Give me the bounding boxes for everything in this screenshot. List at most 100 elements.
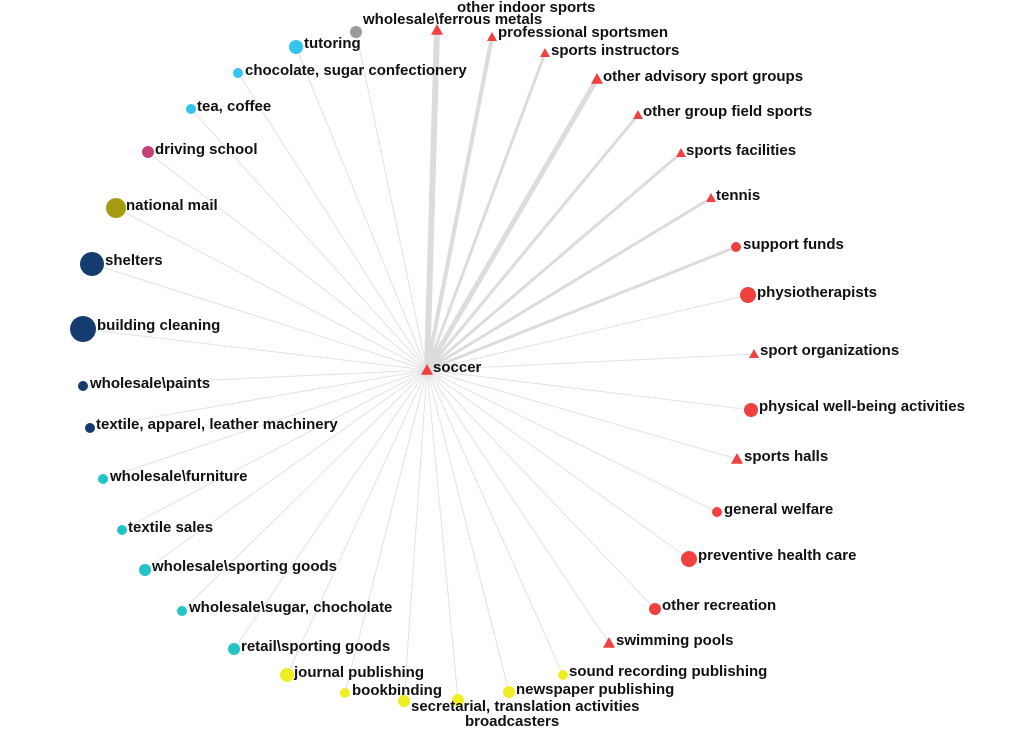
edge [181,369,428,612]
node-label: chocolate, sugar confectionery [245,62,467,79]
edge [425,52,547,371]
node-marker [80,252,104,276]
edge [89,369,428,429]
node-marker [398,695,410,707]
node-marker [503,686,515,698]
node-label: sound recording publishing [569,663,767,680]
node-label: other indoor sports [457,0,595,16]
node-marker [744,403,758,417]
node-marker [487,32,497,41]
edge [147,151,428,371]
edge [355,31,428,371]
node-marker [233,68,243,78]
node-label: sport organizations [760,342,899,359]
edge [426,151,682,372]
node-marker [706,193,716,202]
node-marker [431,24,443,35]
node-marker [558,670,568,680]
node-label: general welfare [724,501,833,518]
node-label: other advisory sport groups [603,68,803,85]
edge [424,29,440,371]
edge [426,369,510,693]
node-marker [350,26,362,38]
node-marker [591,73,603,84]
edge [426,353,755,371]
edge [237,72,428,371]
node-marker [731,242,741,252]
edge [424,77,600,372]
edge [295,46,428,371]
node-label: driving school [155,141,258,158]
node-label: national mail [126,197,218,214]
node-marker [603,637,615,648]
edge [403,369,428,702]
edge [426,369,718,513]
edge [233,369,428,650]
node-marker [98,474,108,484]
node-marker [340,688,350,698]
node-label: wholesale\ferrous metals [362,11,542,28]
edge [91,263,428,371]
edge [121,369,428,531]
edge [344,369,428,694]
node-marker [681,551,697,567]
node-marker [676,148,686,157]
node-label: other group field sports [643,103,812,120]
node-label: wholesale\paints [89,375,210,392]
node-label: sports instructors [551,42,679,59]
node-label: wholesale\sporting goods [151,558,337,575]
edge [426,369,459,701]
edge [286,369,428,676]
edge [426,245,737,372]
node-label: tutoring [304,35,361,52]
node-label: journal publishing [293,664,424,681]
node-label: shelters [105,252,163,269]
node-label: tea, coffee [197,98,271,115]
node-label: textile, apparel, leather machinery [96,416,338,433]
node-marker [749,349,759,358]
node-label: broadcasters [465,713,559,729]
node-marker [421,364,433,375]
edge [426,369,610,644]
edge [426,369,690,560]
node-marker [633,110,643,119]
edges [82,29,755,702]
node-label: support funds [743,236,844,253]
edge [82,328,428,371]
edge [190,108,428,371]
node-label: professional sportsmen [498,24,668,41]
node-label: textile sales [128,519,213,536]
node-marker [731,453,743,464]
node-marker [540,48,550,57]
node-label: secretarial, translation activities [411,698,639,715]
node-marker [177,606,187,616]
node-label: wholesale\sugar, chocholate [188,599,392,616]
node-marker [228,643,240,655]
node-marker [78,381,88,391]
node-label: other recreation [662,597,776,614]
node-marker [289,40,303,54]
node-marker [452,694,464,706]
edge [426,369,564,676]
edge [426,196,712,372]
node-label: tennis [716,187,760,204]
node-marker [70,316,96,342]
node-label: sports facilities [686,142,796,159]
node-label: physiotherapists [757,284,877,301]
node-marker [117,525,127,535]
node-marker [740,287,756,303]
node-label: bookbinding [352,682,442,699]
edge [425,36,494,371]
node-marker [712,507,722,517]
node-label: swimming pools [616,632,734,649]
node-marker [280,668,294,682]
edge [82,369,428,387]
edge [426,294,749,371]
edge [426,369,738,460]
edge [426,369,656,610]
edge [102,369,428,480]
node-label: newspaper publishing [516,681,674,698]
